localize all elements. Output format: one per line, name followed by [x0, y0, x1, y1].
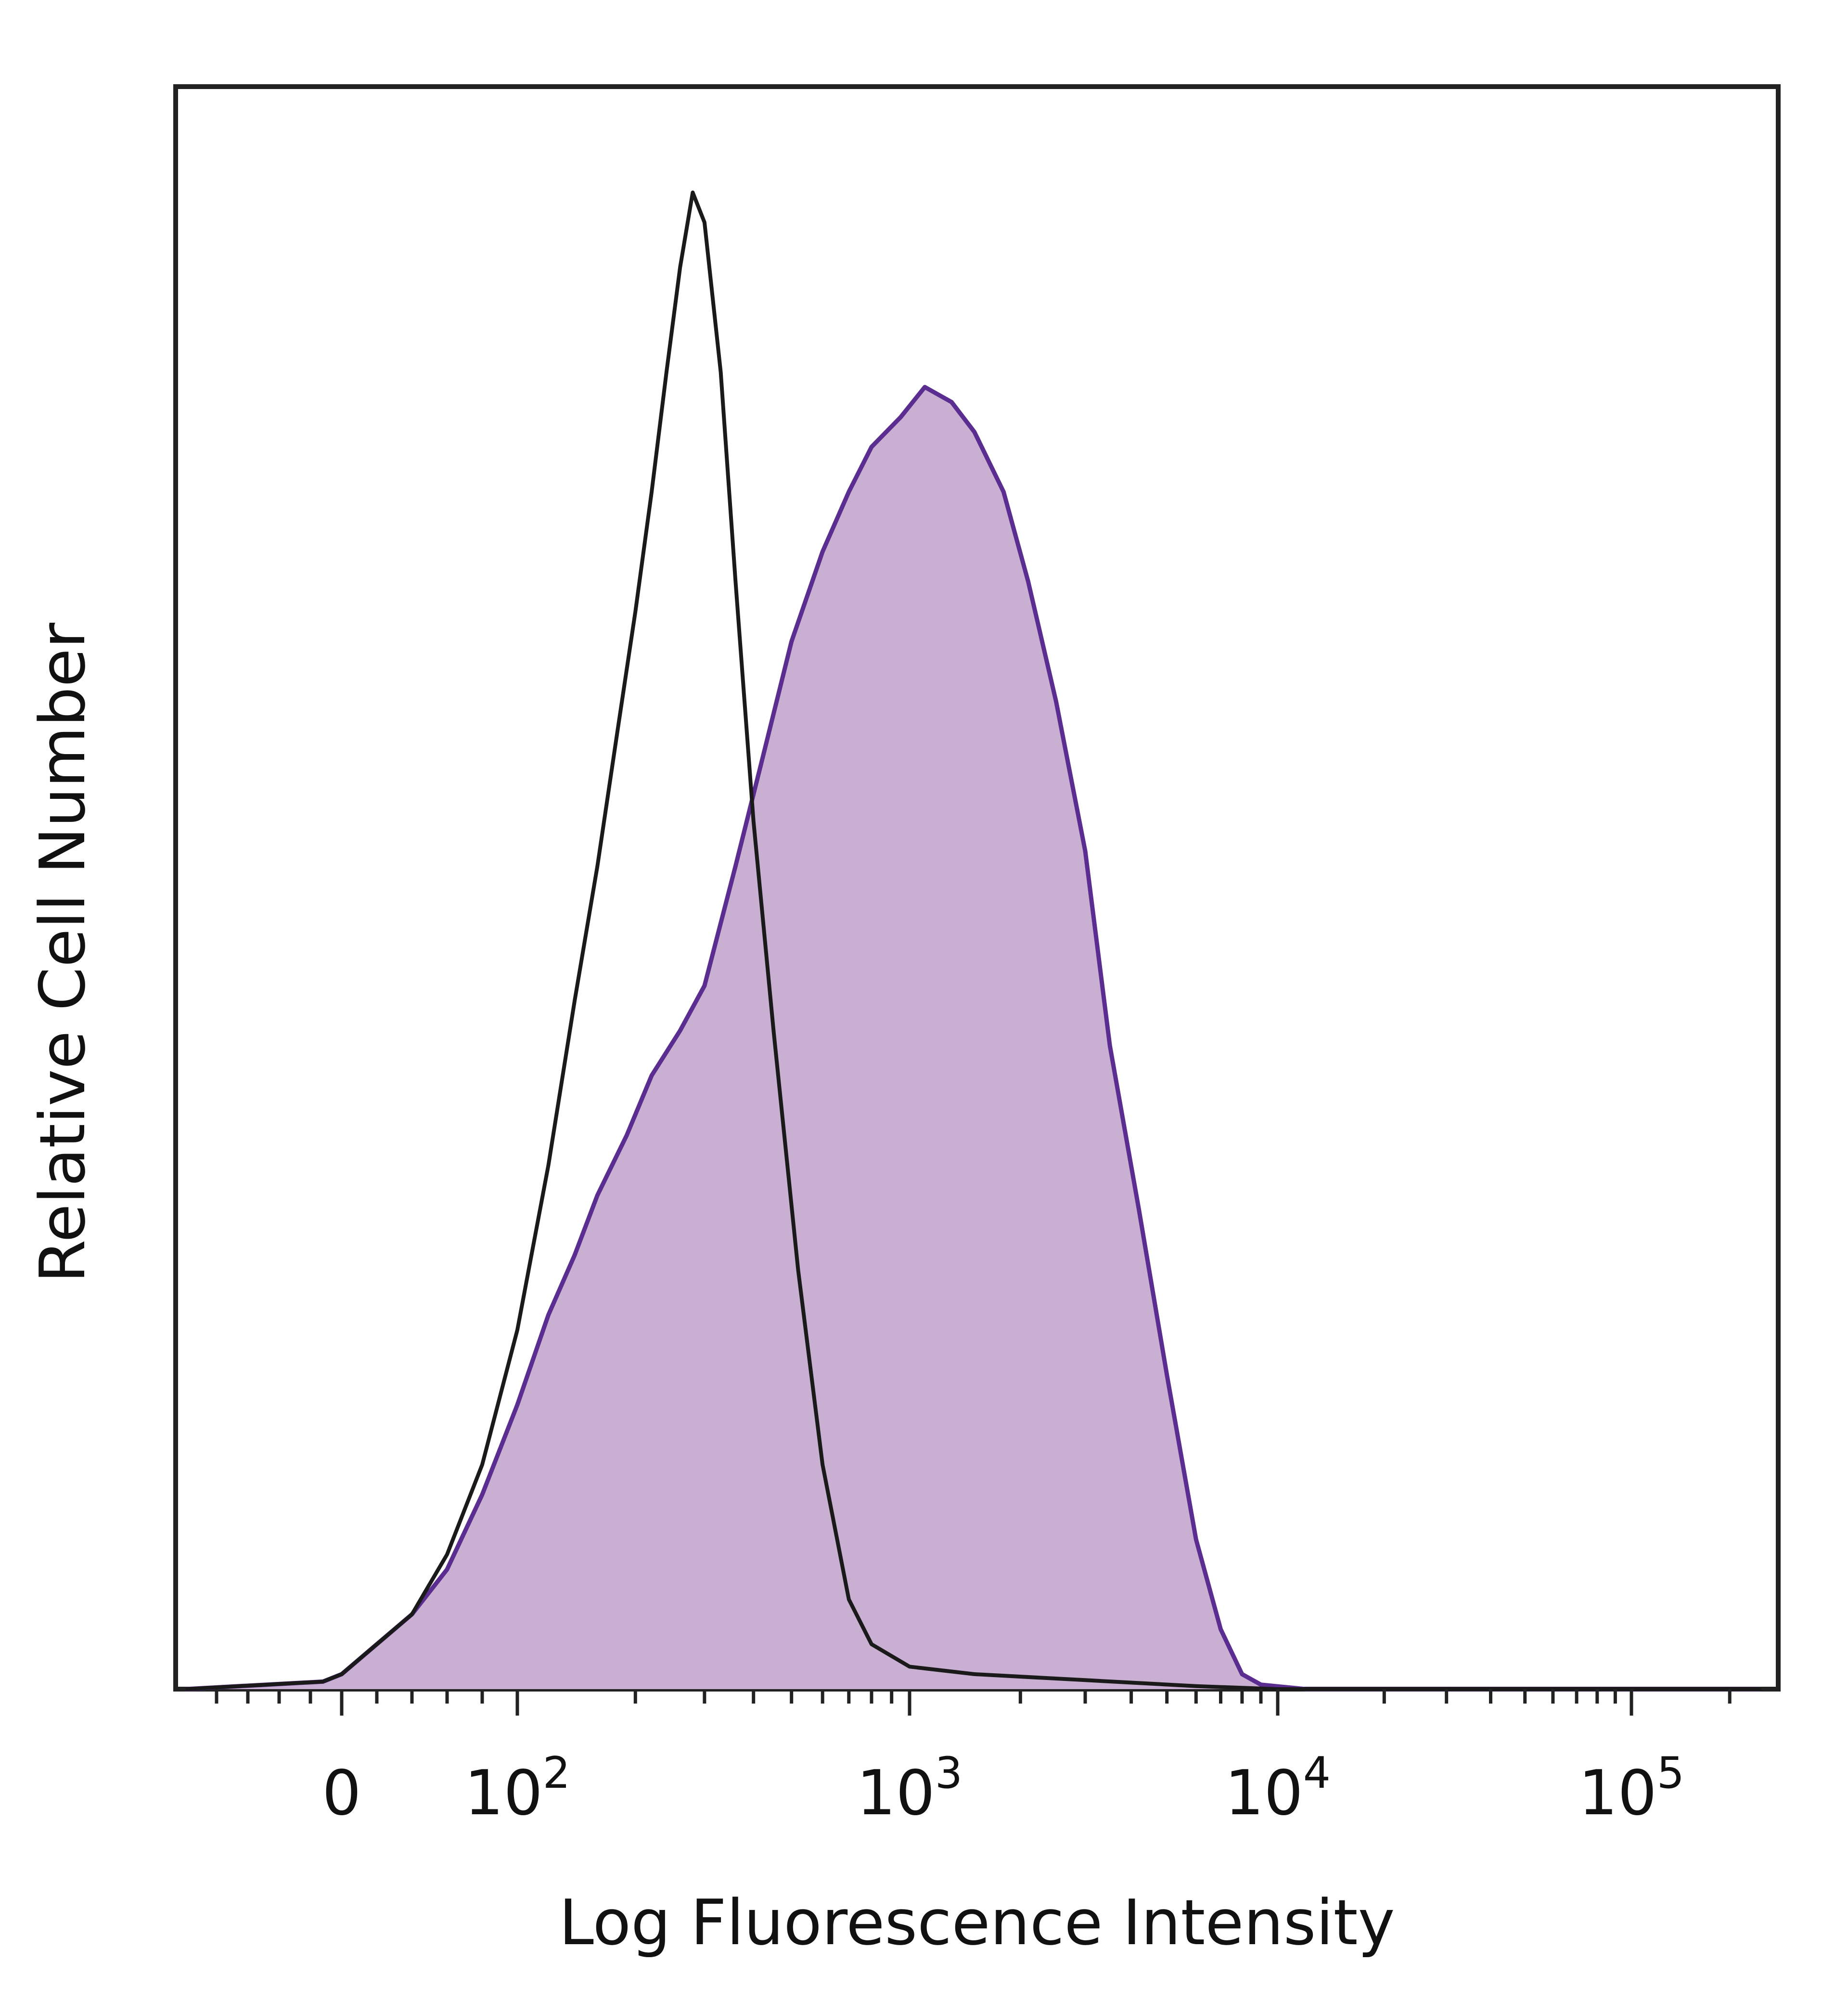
series-0-fill — [185, 387, 1761, 1689]
y-axis-title: Relative Cell Number — [26, 622, 99, 1283]
x-tick-label: 102 — [464, 1748, 570, 1829]
x-axis-ticks — [215, 1689, 1732, 1716]
x-axis-tick-labels: 0 102 103 104 105 — [322, 1748, 1684, 1829]
x-tick-label: 0 — [322, 1757, 361, 1829]
x-axis-title: Log Fluorescence Intensity — [559, 1886, 1395, 1959]
x-tick-label: 103 — [857, 1748, 962, 1829]
series-0-line — [185, 385, 1761, 1692]
series-layer — [185, 191, 1761, 1692]
x-tick-label: 105 — [1578, 1748, 1684, 1829]
x-tick-label: 104 — [1225, 1748, 1331, 1829]
series-1-line — [185, 191, 1761, 1691]
